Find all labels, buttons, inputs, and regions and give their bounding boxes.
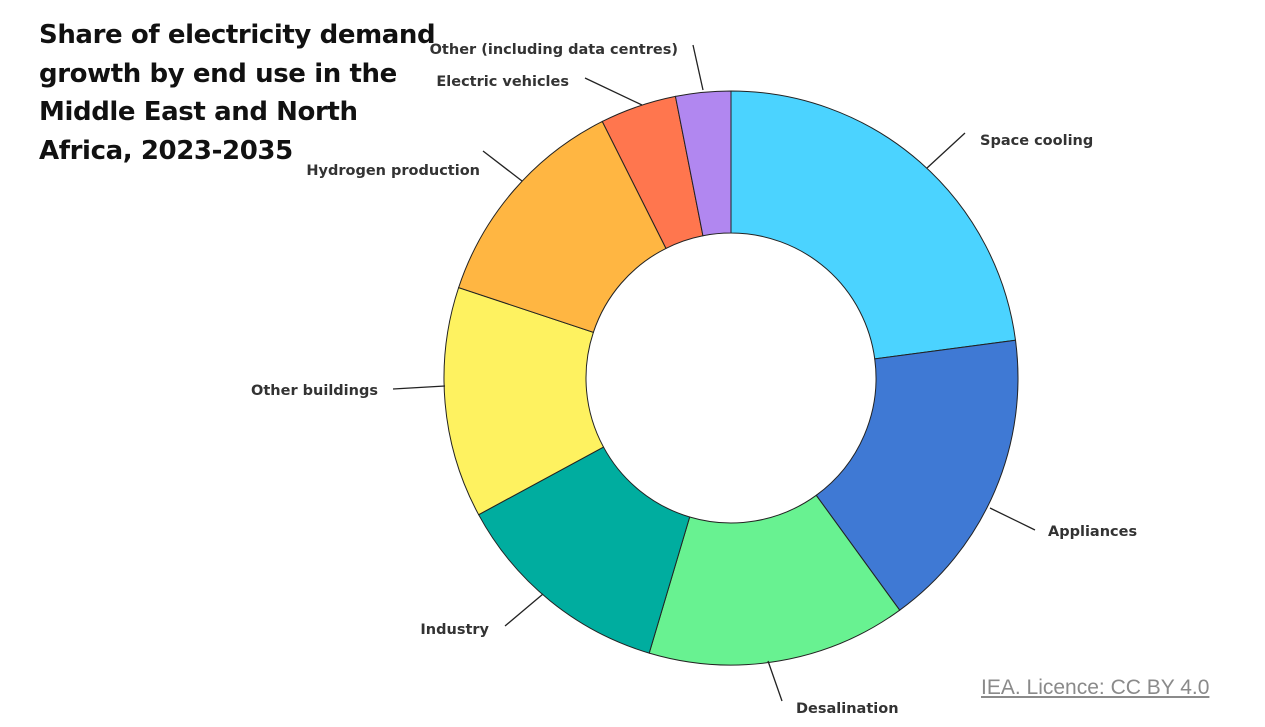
label-space-cooling: Space cooling bbox=[980, 133, 1093, 149]
label-desalination: Desalination bbox=[796, 701, 899, 717]
label-other-including-data-centres: Other (including data centres) bbox=[430, 42, 678, 58]
donut-slices bbox=[443, 90, 1019, 666]
label-hydrogen-production: Hydrogen production bbox=[306, 163, 480, 179]
leader-line-appliances bbox=[989, 507, 1036, 531]
label-appliances: Appliances bbox=[1048, 524, 1137, 540]
leader-line-other-including-data-centres bbox=[692, 44, 704, 91]
label-electric-vehicles: Electric vehicles bbox=[436, 74, 569, 90]
leader-line-electric-vehicles bbox=[584, 77, 643, 106]
slice-space-cooling bbox=[730, 90, 1017, 360]
label-other-buildings: Other buildings bbox=[251, 383, 378, 399]
slice-labels: Space cooling Appliances Desalination Indus… bbox=[251, 42, 1137, 717]
slice-desalination bbox=[648, 494, 901, 666]
leader-line-other-buildings bbox=[392, 385, 446, 390]
slice-other-including-data-centres bbox=[674, 90, 732, 237]
slice-other-buildings bbox=[443, 286, 605, 516]
leader-line-industry bbox=[504, 593, 544, 627]
label-industry: Industry bbox=[420, 622, 489, 638]
source-licence-link[interactable]: IEA. Licence: CC BY 4.0 bbox=[981, 676, 1210, 699]
leader-line-hydrogen-production bbox=[482, 150, 523, 182]
chart-title: Share of electricity demand growth by en… bbox=[39, 20, 436, 166]
leader-line-space-cooling bbox=[926, 132, 966, 169]
leader-lines bbox=[392, 44, 1036, 702]
leader-line-desalination bbox=[767, 660, 783, 702]
slice-appliances bbox=[815, 339, 1019, 611]
